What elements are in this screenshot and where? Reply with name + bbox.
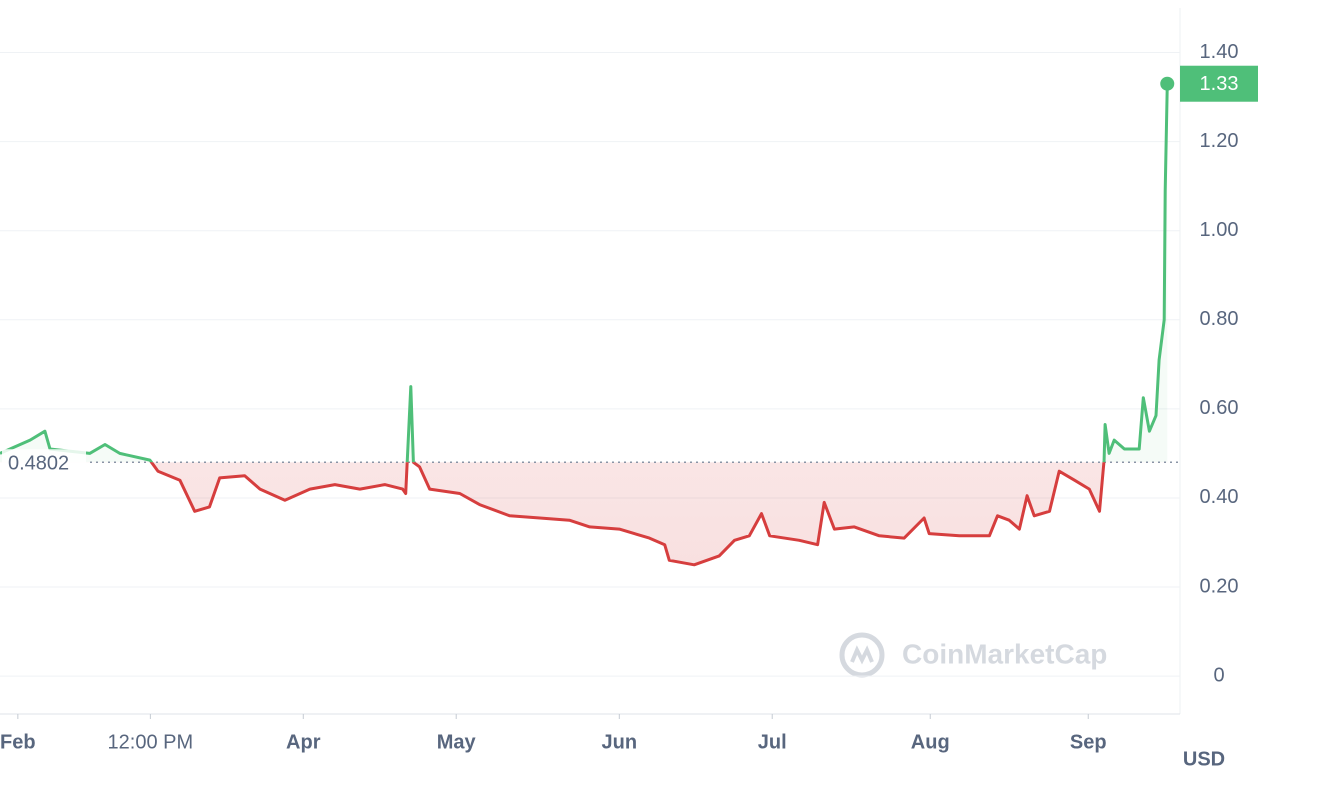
price-tag [1180,65,1258,102]
watermark-text: CoinMarketCap [902,638,1107,669]
x-tick-label: 12:00 PM [108,731,194,753]
baseline-label: 0.4802 [8,453,69,475]
last-point [1160,76,1175,91]
x-tick-label: Jun [602,731,638,753]
y-tick-label: 0 [1213,664,1224,686]
y-tick-label: 0.80 [1200,308,1239,330]
baseline-label-bg [2,449,86,476]
x-tick-label: Aug [911,731,950,753]
x-tick-label: May [437,731,477,753]
x-tick-label: Apr [286,731,321,753]
x-tick-label: Jul [758,731,787,753]
y-tick-label: 1.00 [1200,219,1239,241]
x-tick-label: Sep [1070,731,1107,753]
x-tick-label: Feb [0,731,36,753]
price-line-down [149,462,1106,567]
area-fill [151,462,1104,565]
price-tag-label: 1.33 [1200,73,1239,95]
y-tick-label: 1.20 [1200,130,1239,152]
watermark: CoinMarketCap [839,632,1107,678]
currency-label: USD [1183,748,1225,770]
y-tick-label: 0.20 [1200,575,1239,597]
y-tick-label: 0.40 [1200,486,1239,508]
y-tick-label: 0.60 [1200,397,1239,419]
y-tick-label: 1.40 [1200,41,1239,63]
